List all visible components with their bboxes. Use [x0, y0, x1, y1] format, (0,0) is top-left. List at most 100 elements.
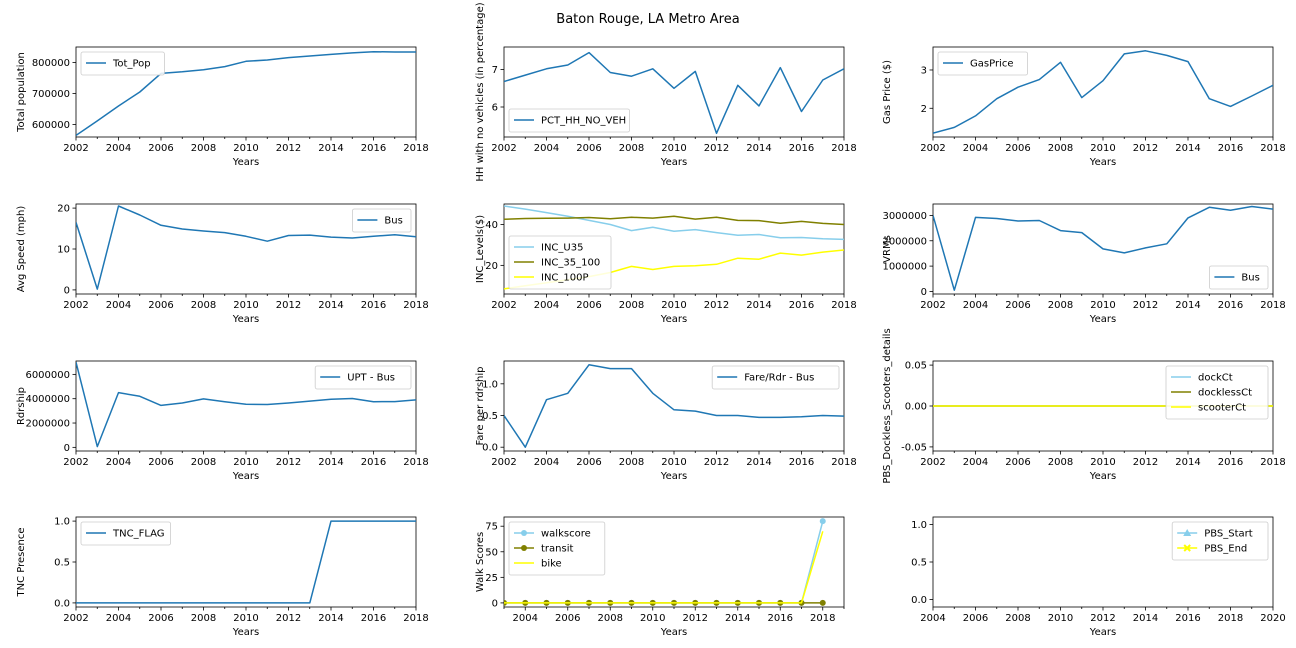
x-tick-label: 2008	[619, 300, 644, 311]
x-tick-label: 2002	[63, 457, 88, 468]
data-point	[819, 599, 826, 606]
x-tick-label: 2008	[191, 613, 216, 624]
y-tick-label: 7	[492, 65, 498, 76]
data-layer	[76, 205, 416, 290]
x-tick-label: 2006	[555, 613, 580, 624]
legend: UPT - Bus	[314, 365, 412, 390]
x-tick-label: 2014	[318, 300, 343, 311]
y-tick-label: 1.0	[911, 520, 927, 531]
legend: Fare/Rdr - Bus	[711, 365, 840, 390]
data-layer	[504, 518, 826, 606]
y-tick-label: 40	[485, 220, 498, 231]
x-tick-label: 2002	[63, 613, 88, 624]
x-tick-label: 2010	[233, 143, 258, 154]
x-tick-label: 2004	[534, 457, 559, 468]
legend-label: walkscore	[541, 529, 591, 540]
y-tick-label: 600000	[32, 120, 70, 131]
legend-label: dockCt	[1198, 373, 1233, 384]
legend-label: PBS_End	[1204, 544, 1247, 555]
series-line-tnc-flag	[76, 520, 416, 604]
data-layer	[76, 362, 416, 448]
legend: dockCt docklessCt scooterCt	[1165, 365, 1269, 420]
legend-label: PCT_HH_NO_VEH	[541, 116, 626, 127]
x-tick-label: 2012	[276, 143, 301, 154]
figure-title: Baton Rouge, LA Metro Area	[556, 12, 739, 27]
y-axis-label: Walk Scores	[475, 532, 486, 592]
y-tick-label: 0	[64, 285, 70, 296]
series-line-pct-hh-no-veh	[504, 51, 844, 135]
x-tick-label: 2016	[789, 143, 814, 154]
legend-box	[351, 208, 412, 233]
y-tick-label: 20	[57, 204, 70, 215]
x-tick-label: 2016	[768, 613, 793, 624]
series-line-fare-rdr-bus	[504, 364, 844, 448]
y-tick-label: 0	[921, 287, 927, 298]
x-tick-label: 2006	[148, 613, 173, 624]
chart-panel-7: 2002 2004 2006 2008 2010 2012 2014 2016 2018 0 200…	[16, 360, 429, 482]
x-axis-label: Years	[232, 471, 259, 482]
x-tick-label: 2008	[619, 457, 644, 468]
x-tick-label: 2016	[789, 457, 814, 468]
x-tick-label: 2014	[1133, 613, 1158, 624]
x-tick-label: 2012	[1133, 143, 1158, 154]
x-tick-label: 2012	[1133, 457, 1158, 468]
x-tick-label: 2018	[831, 457, 856, 468]
x-axis-label: Years	[1089, 314, 1116, 325]
data-layer	[76, 520, 416, 604]
x-tick-label: 2014	[746, 457, 771, 468]
x-tick-label: 2010	[1090, 143, 1115, 154]
x-tick-label: 2018	[831, 143, 856, 154]
chart-panel-1: 2002 2004 2006 2008 2010 2012 2014 2016 2018 6000…	[16, 46, 429, 168]
series-line-bike	[504, 531, 824, 604]
legend-box	[508, 521, 606, 576]
x-tick-label: 2008	[191, 300, 216, 311]
x-tick-label: 2010	[233, 457, 258, 468]
x-axis-label: Years	[660, 627, 687, 638]
chart-panel-9: 2002 2004 2006 2008 2010 2012 2014 2016 2018 -0.0…	[882, 328, 1286, 483]
x-tick-label: 2016	[1218, 457, 1243, 468]
legend: PCT_HH_NO_VEH	[508, 108, 630, 133]
legend-marker	[1183, 529, 1192, 536]
y-tick-label: 20	[485, 261, 498, 272]
x-tick-label: 2012	[276, 300, 301, 311]
data-layer	[76, 50, 416, 137]
series-line-inc-35-100	[504, 215, 844, 226]
y-tick-label: 0.05	[905, 361, 927, 372]
x-tick-label: 2004	[963, 457, 988, 468]
x-tick-label: 2006	[576, 143, 601, 154]
x-tick-label: 2010	[661, 300, 686, 311]
x-tick-label: 2018	[1260, 457, 1285, 468]
x-tick-label: 2004	[920, 613, 945, 624]
series-line-inc-u35	[504, 205, 844, 241]
legend-marker	[1183, 544, 1191, 552]
y-tick-label: 1000000	[882, 262, 927, 273]
x-tick-label: 2010	[1090, 457, 1115, 468]
x-tick-label: 2016	[361, 300, 386, 311]
x-axis-label: Years	[660, 157, 687, 168]
x-tick-label: 2014	[725, 613, 750, 624]
x-tick-label: 2012	[276, 457, 301, 468]
x-tick-label: 2006	[1005, 300, 1030, 311]
legend-label: Fare/Rdr - Bus	[744, 373, 814, 384]
x-axis-label: Years	[1089, 627, 1116, 638]
x-tick-label: 2010	[233, 613, 258, 624]
x-tick-label: 2012	[1133, 300, 1158, 311]
x-tick-label: 2004	[106, 457, 131, 468]
series-line-bus	[933, 205, 1273, 291]
legend-label: Tot_Pop	[112, 59, 151, 70]
legend-label: Bus	[384, 216, 402, 227]
y-tick-label: 6	[492, 103, 498, 114]
x-tick-label: 2016	[789, 300, 814, 311]
chart-panel-11: 2004 2006 2008 2010 2012 2014 2016 2018 0 25 50 75 Y…	[475, 516, 845, 638]
x-tick-label: 2014	[746, 300, 771, 311]
x-tick-label: 2004	[106, 300, 131, 311]
x-tick-label: 2018	[1260, 300, 1285, 311]
y-tick-label: 0	[492, 598, 498, 609]
x-tick-label: 2016	[1218, 143, 1243, 154]
y-tick-label: 25	[485, 573, 498, 584]
y-tick-label: 10	[57, 245, 70, 256]
y-axis-label: Total population	[16, 52, 27, 133]
x-tick-label: 2004	[513, 613, 538, 624]
x-tick-label: 2014	[1175, 143, 1200, 154]
data-layer	[933, 205, 1273, 291]
